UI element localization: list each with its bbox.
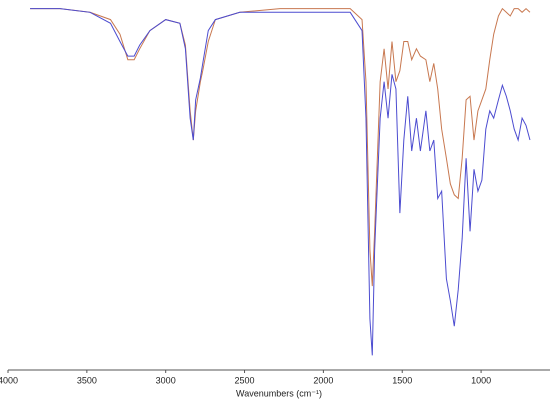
x-tick-label: 3500 [77, 375, 97, 385]
x-axis-title: Wavenumbers (cm⁻¹) [236, 388, 322, 398]
x-tick-label: 1000 [471, 375, 491, 385]
spectrum-line [30, 8, 531, 356]
x-tick-label: 4000 [0, 375, 18, 385]
x-tick-label: 3000 [156, 375, 176, 385]
x-tick-label: 2000 [313, 375, 333, 385]
spectrum-line [30, 7, 531, 287]
x-tick-label: 1500 [392, 375, 412, 385]
x-tick-label: 2500 [235, 375, 255, 385]
